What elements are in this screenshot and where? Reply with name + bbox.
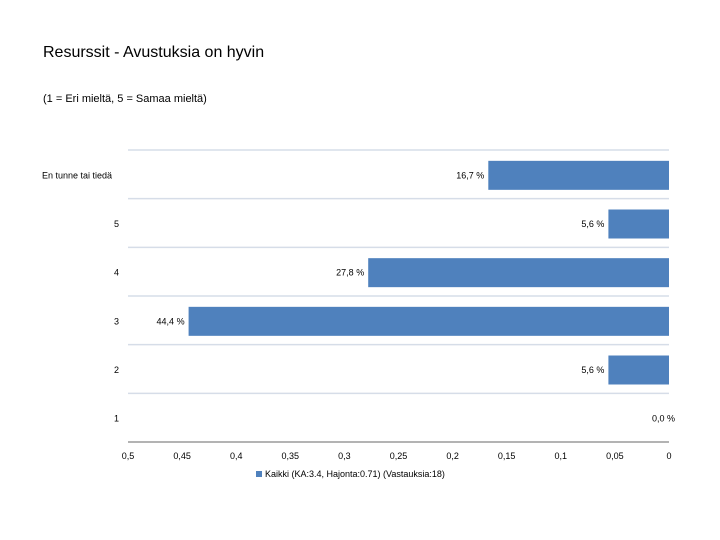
x-tick-label: 0,1	[555, 451, 568, 461]
data-label: 44,4 %	[157, 316, 185, 326]
data-label: 27,8 %	[336, 268, 364, 278]
data-label: 5,6 %	[581, 219, 604, 229]
data-label: 16,7 %	[456, 170, 484, 180]
category-label: 3	[114, 316, 119, 326]
bar	[608, 355, 669, 385]
x-tick-label: 0,4	[230, 451, 243, 461]
category-label: 1	[114, 414, 119, 424]
bar	[368, 258, 669, 288]
category-label: 2	[114, 365, 119, 375]
data-label: 5,6 %	[581, 365, 604, 375]
legend-label: Kaikki (KA:3.4, Hajonta:0.71) (Vastauksi…	[265, 469, 445, 479]
x-tick-label: 0	[666, 451, 671, 461]
bar	[608, 209, 669, 239]
bar	[188, 306, 670, 336]
data-label: 0,0 %	[652, 414, 675, 424]
x-tick-label: 0,2	[446, 451, 459, 461]
x-tick-label: 0,45	[173, 451, 191, 461]
chart-subtitle: (1 = Eri mieltä, 5 = Samaa mieltä)	[43, 93, 207, 105]
x-tick-label: 0,5	[122, 451, 135, 461]
legend-swatch	[256, 471, 262, 477]
legend: Kaikki (KA:3.4, Hajonta:0.71) (Vastauksi…	[256, 469, 445, 479]
x-tick-label: 0,05	[606, 451, 624, 461]
x-tick-label: 0,35	[282, 451, 300, 461]
category-label: 5	[114, 219, 119, 229]
chart-title: Resurssit - Avustuksia on hyvin	[43, 44, 265, 61]
x-tick-label: 0,15	[498, 451, 516, 461]
x-tick-label: 0,3	[338, 451, 351, 461]
category-label: En tunne tai tiedä	[42, 170, 112, 180]
bar	[488, 160, 669, 190]
category-label: 4	[114, 268, 119, 278]
x-tick-label: 0,25	[390, 451, 408, 461]
